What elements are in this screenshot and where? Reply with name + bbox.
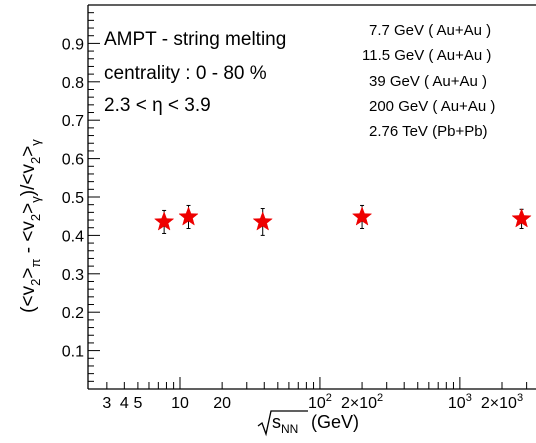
svg-text:(<v2>π - <v2>γ)/<v2>γ: (<v2>π - <v2>γ)/<v2>γ xyxy=(18,139,43,313)
legend-entry-11-5-gev: 11.5 GeV ( Au+Au ) xyxy=(362,47,491,64)
data-points xyxy=(153,204,532,236)
y-tick-label: 0.2 xyxy=(62,305,84,322)
y-tick-label: 0.3 xyxy=(62,267,84,284)
legend-entry-39-gev: 39 GeV ( Au+Au ) xyxy=(369,73,487,90)
x-tick-label: 2×102 xyxy=(341,392,383,412)
annotation-eta-range: 2.3 < η < 3.9 xyxy=(104,95,211,116)
y-label-sub: γ xyxy=(28,196,43,203)
x-tick-label: 103 xyxy=(448,392,472,412)
y-label-sub: γ xyxy=(28,139,43,146)
x-tick-label: 20 xyxy=(213,395,231,412)
y-tick-label: 0.4 xyxy=(62,228,84,245)
y-label-sub: π xyxy=(28,259,43,268)
y-tick-label: 0.5 xyxy=(62,190,84,207)
y-label-part: > xyxy=(18,146,39,157)
y-label-part: > xyxy=(18,268,39,279)
y-label-sub: 2 xyxy=(28,279,43,286)
x-axis-label-radical xyxy=(257,410,308,437)
data-point-star xyxy=(351,206,373,226)
x-axis-label-variable: s xyxy=(272,412,281,432)
data-point-star xyxy=(252,211,273,231)
x-axis-label-unit: (GeV) xyxy=(311,412,359,432)
y-label-part: - <v xyxy=(18,221,39,259)
x-tick-label: 4 xyxy=(120,395,129,412)
y-label-part: > xyxy=(18,203,39,214)
x-axis-label-subscript: NN xyxy=(281,422,298,436)
data-point-star xyxy=(511,208,532,228)
annotation-model: AMPT - string melting xyxy=(104,29,286,50)
data-point-star xyxy=(178,206,199,226)
x-tick-label: 10 xyxy=(171,395,189,412)
y-tick-label: 0.9 xyxy=(62,36,84,53)
legend-entry-200-gev: 200 GeV ( Au+Au ) xyxy=(369,98,495,115)
y-tick-label: 0.8 xyxy=(62,75,84,92)
y-label-sub: 2 xyxy=(28,214,43,221)
y-tick-label: 0.6 xyxy=(62,152,84,169)
y-tick-label: 0.7 xyxy=(62,113,84,130)
annotation-centrality: centrality : 0 - 80 % xyxy=(104,63,267,84)
legend-entry-2-76-tev: 2.76 TeV (Pb+Pb) xyxy=(369,123,488,140)
y-axis-label: (<v2>π - <v2>γ)/<v2>γ xyxy=(18,139,43,313)
data-point-star xyxy=(153,211,175,231)
x-tick-label: 102 xyxy=(308,392,332,412)
y-tick-label: 0.1 xyxy=(62,344,84,361)
x-tick-label: 3 xyxy=(102,395,111,412)
x-axis-label: s NN (GeV) xyxy=(257,410,359,437)
legend-entry-7-7-gev: 7.7 GeV ( Au+Au ) xyxy=(369,22,491,39)
axes: 0.1 0.2 0.3 0.4 0.5 0.6 0.7 0.8 0.9 3 4 5 10 20 102 2×1… xyxy=(62,4,536,412)
y-label-part: )/<v xyxy=(18,164,39,197)
y-label-part: (<v xyxy=(18,285,39,312)
y-label-sub: 2 xyxy=(28,157,43,164)
x-tick-label: 5 xyxy=(133,395,142,412)
x-tick-label: 2×103 xyxy=(481,392,523,412)
